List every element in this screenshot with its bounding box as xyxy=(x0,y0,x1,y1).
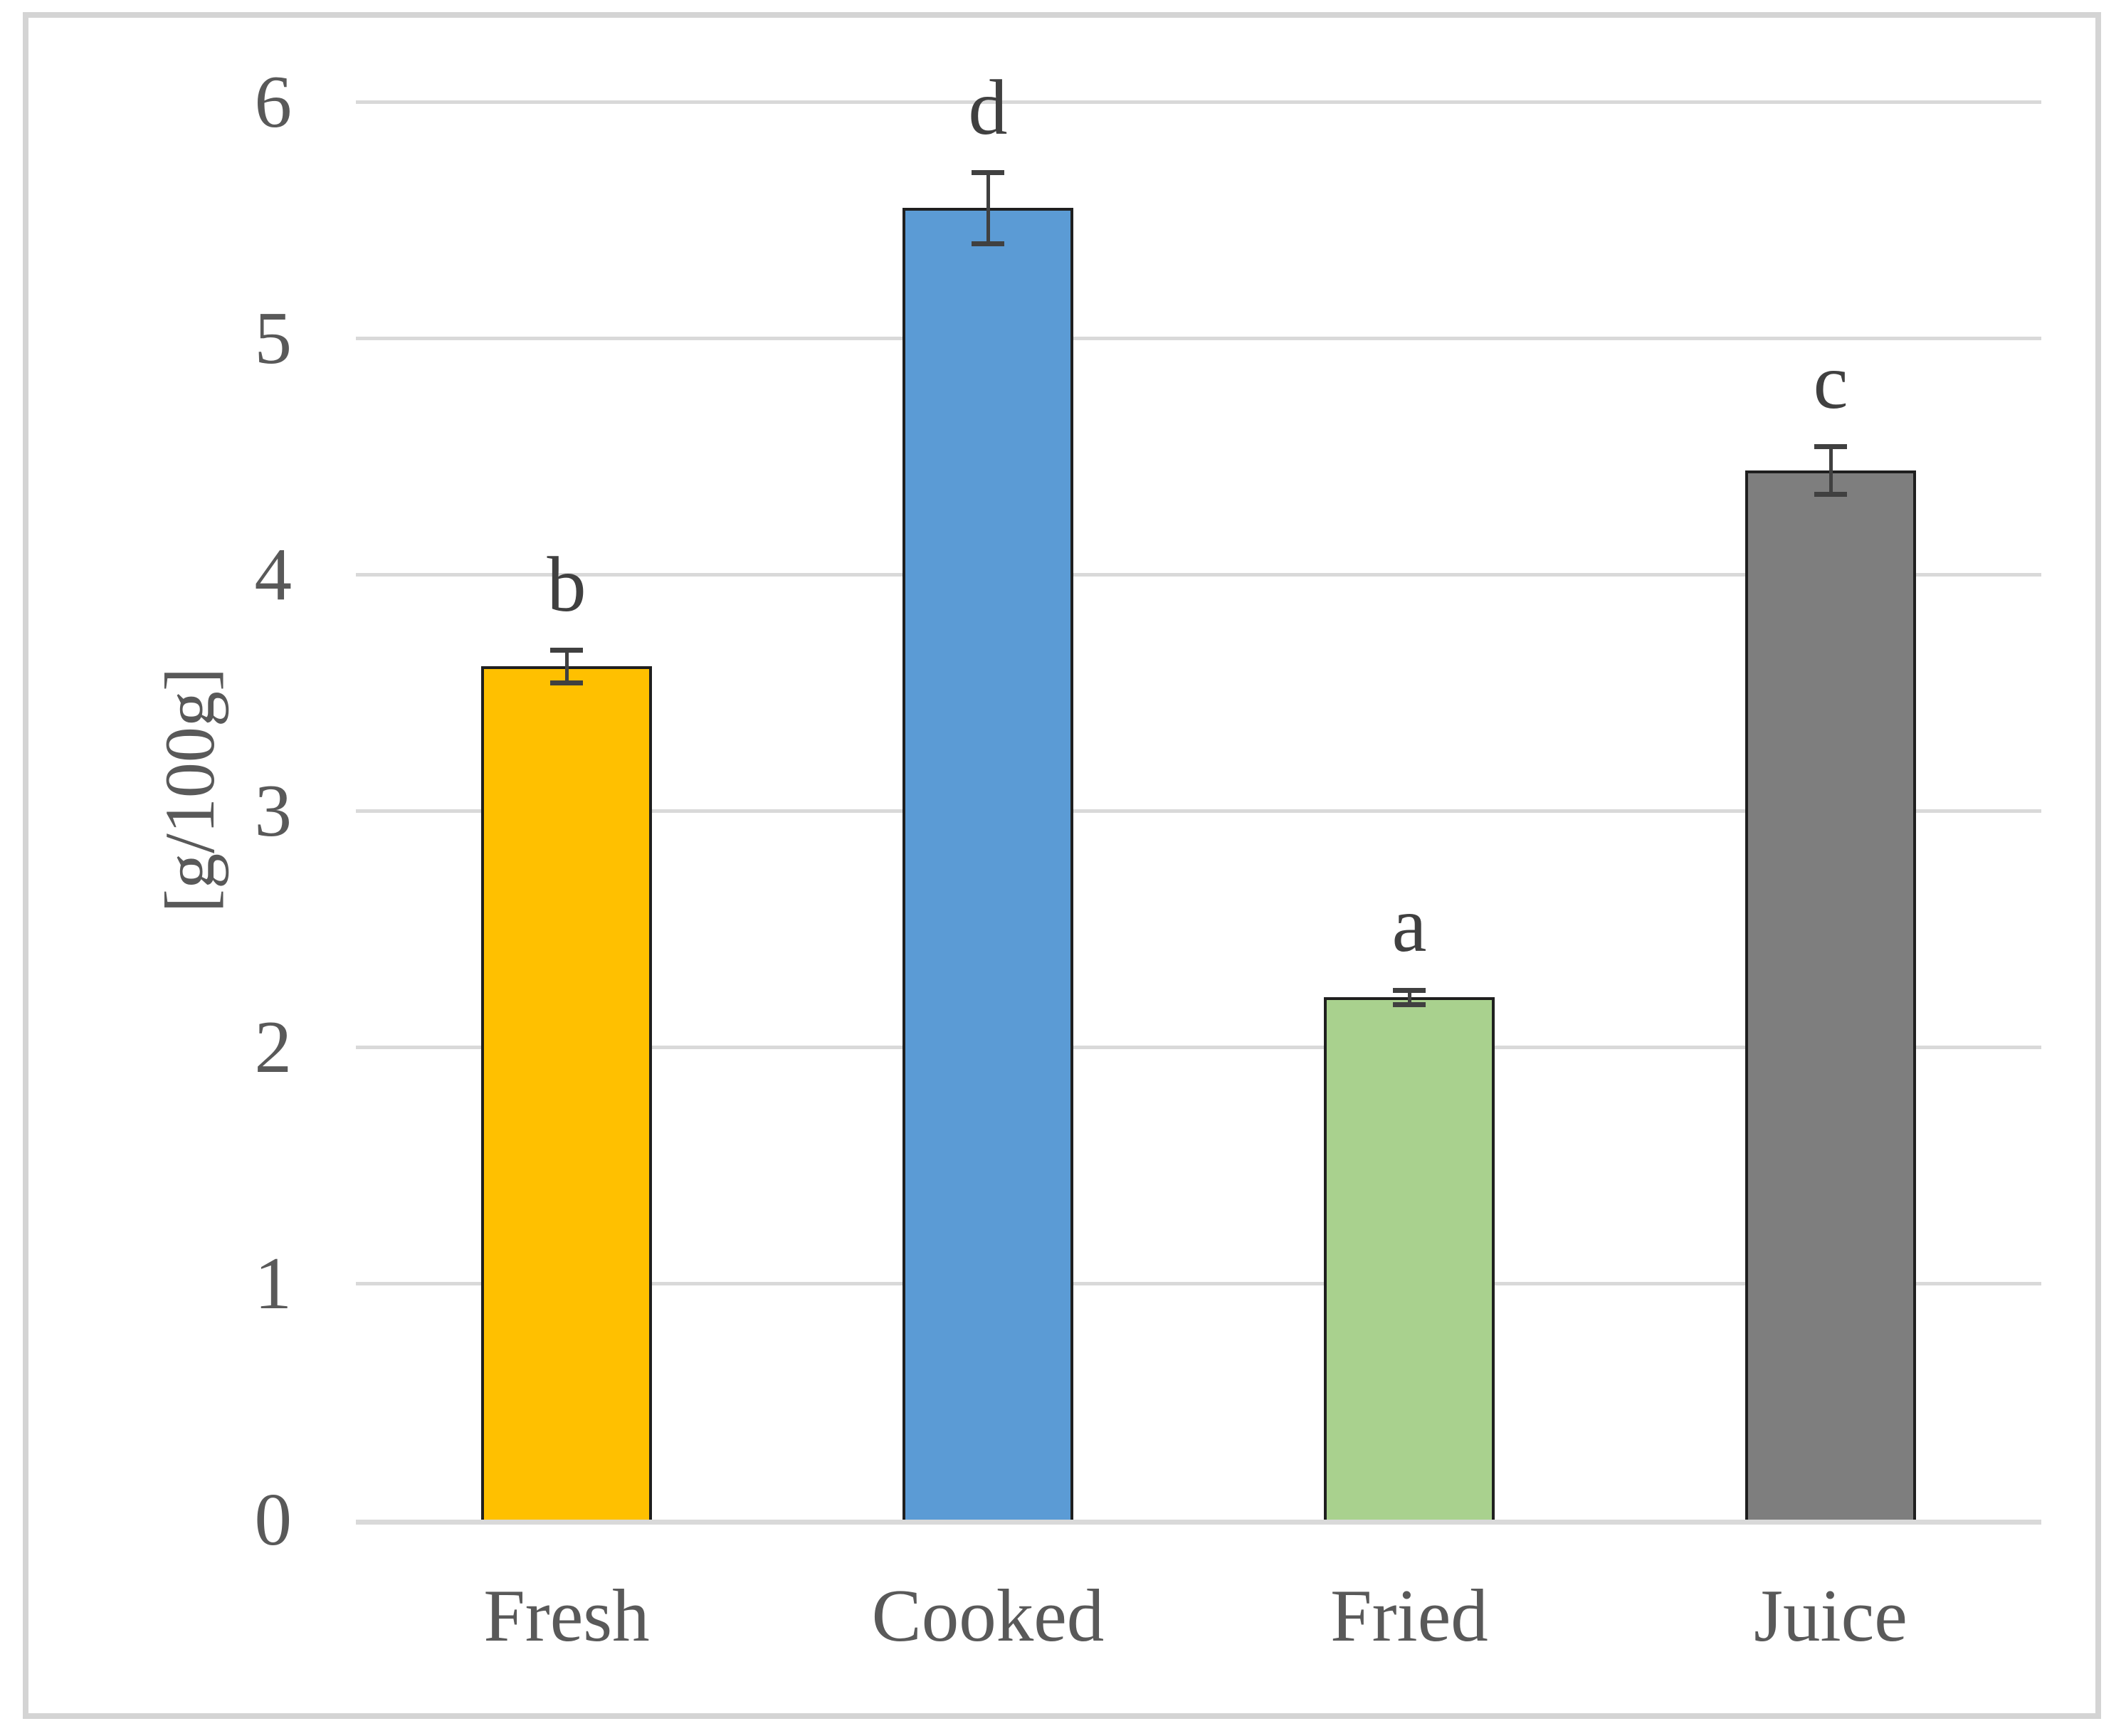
gridline-y3 xyxy=(356,809,2041,813)
y-tick-label-1: 1 xyxy=(254,1241,293,1325)
error-bar-juice xyxy=(1828,446,1833,495)
error-bar-cooked xyxy=(986,172,990,244)
y-tick-label-5: 5 xyxy=(254,296,293,379)
error-bar-cap-bottom-juice xyxy=(1814,491,1847,497)
significance-letter-juice: c xyxy=(1813,337,1848,425)
x-category-label-cooked: Cooked xyxy=(871,1574,1105,1657)
gridline-y5 xyxy=(356,337,2041,340)
error-bar-cap-top-cooked xyxy=(972,170,1004,176)
gridline-y6 xyxy=(356,100,2041,104)
significance-letter-cooked: d xyxy=(968,63,1008,151)
error-bar-cap-top-fried xyxy=(1393,987,1426,993)
y-tick-label-2: 2 xyxy=(254,1005,293,1088)
y-tick-label-3: 3 xyxy=(254,769,293,852)
gridline-y4 xyxy=(356,573,2041,577)
bar-fresh xyxy=(481,666,652,1520)
error-bar-cap-bottom-fried xyxy=(1393,1001,1426,1007)
significance-letter-fresh: b xyxy=(547,541,586,628)
x-category-label-fried: Fried xyxy=(1330,1574,1488,1657)
y-tick-label-0: 0 xyxy=(254,1478,293,1561)
y-tick-label-4: 4 xyxy=(254,532,293,616)
bar-juice xyxy=(1745,470,1916,1520)
bar-cooked xyxy=(903,208,1073,1520)
y-tick-label-6: 6 xyxy=(254,60,293,143)
error-bar-cap-bottom-fresh xyxy=(550,680,583,686)
x-category-label-fresh: Fresh xyxy=(483,1574,650,1657)
error-bar-cap-bottom-cooked xyxy=(972,241,1004,246)
error-bar-cap-top-juice xyxy=(1814,444,1847,450)
significance-letter-fried: a xyxy=(1391,881,1427,969)
error-bar-fresh xyxy=(564,650,569,683)
bar-fried xyxy=(1324,997,1495,1520)
chart-outer-border xyxy=(23,12,2101,1719)
error-bar-cap-top-fresh xyxy=(550,647,583,653)
error-bar-fried xyxy=(1407,990,1411,1005)
gridline-y2 xyxy=(356,1046,2041,1049)
gridline-y1 xyxy=(356,1282,2041,1285)
x-category-label-juice: Juice xyxy=(1754,1574,1907,1657)
x-axis-line xyxy=(356,1520,2041,1525)
